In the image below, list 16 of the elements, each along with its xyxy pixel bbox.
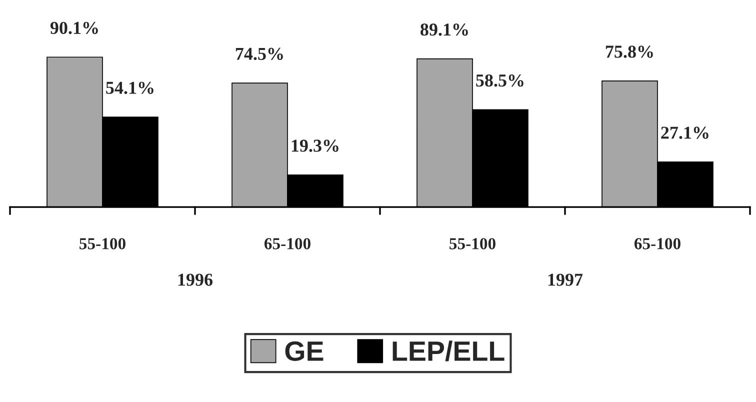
- data-label: 89.1%: [420, 24, 468, 36]
- x-tick-label: 65-100: [264, 238, 310, 250]
- legend-label: LEP/ELL: [392, 340, 504, 362]
- data-label: 54.1%: [106, 82, 154, 94]
- data-label: 27.1%: [661, 126, 708, 139]
- data-label: 74.5%: [236, 48, 283, 60]
- data-label: 75.8%: [606, 46, 653, 58]
- data-label: 19.3%: [292, 140, 338, 152]
- data-label: 58.5%: [476, 74, 524, 87]
- x-tick-label: 65-100: [634, 238, 680, 250]
- x-tick-label: 55-100: [80, 238, 126, 250]
- text: 1996: [178, 274, 213, 286]
- legend-label: GE: [285, 341, 324, 361]
- x-tick-label: 55-100: [450, 238, 496, 250]
- data-label: 90.1%: [50, 22, 98, 34]
- text: 1997: [548, 274, 583, 286]
